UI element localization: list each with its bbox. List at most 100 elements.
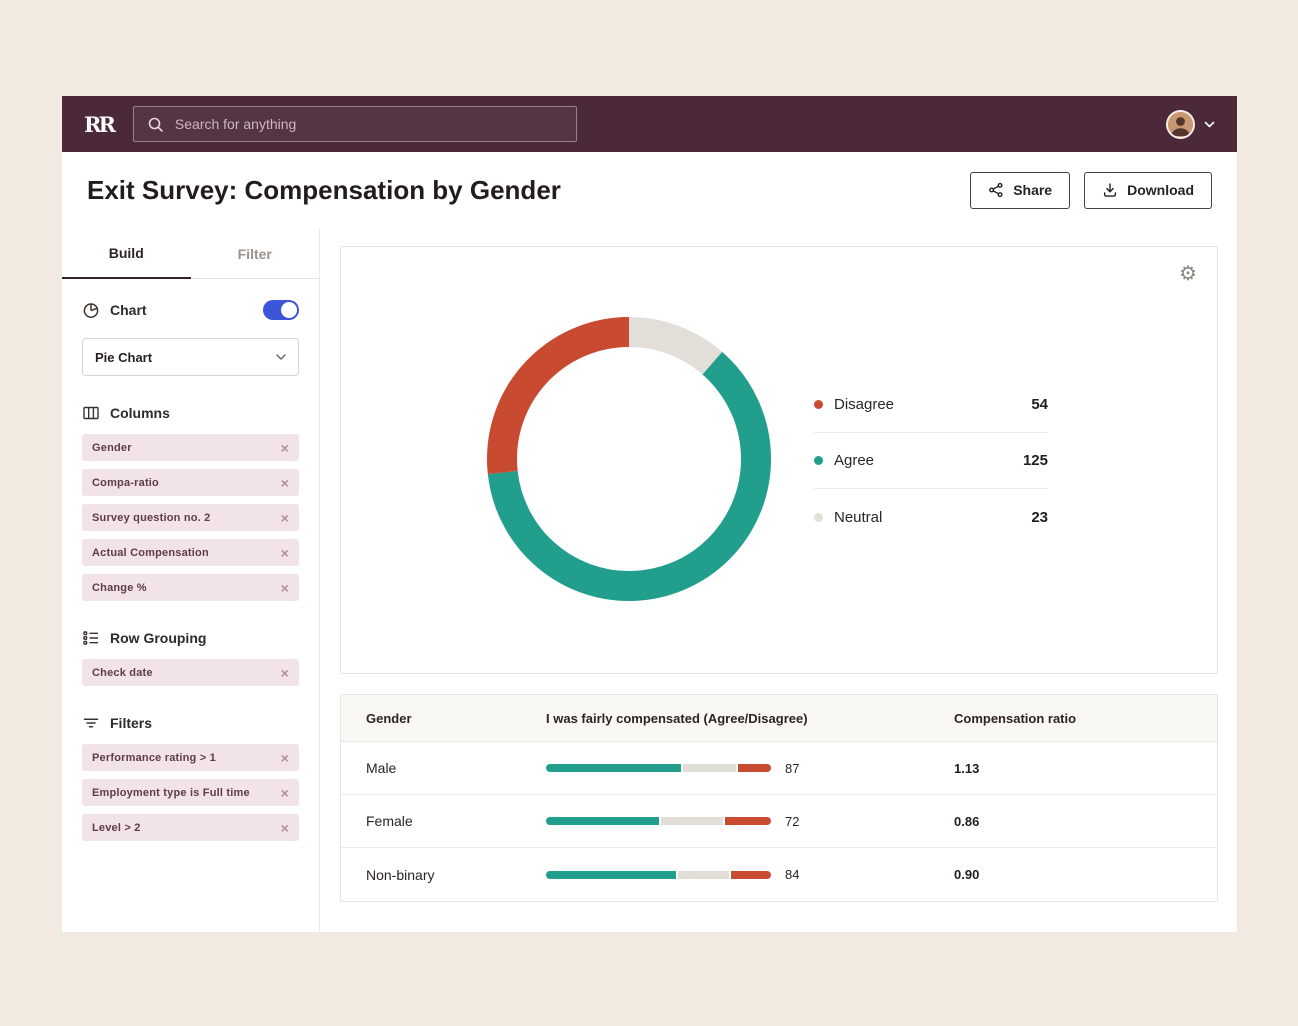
filters-pill-list: Performance rating > 1 × Employment type i…	[82, 744, 299, 841]
gender-cell: Female	[366, 813, 413, 829]
page-header: Exit Survey: Compensation by Gender Shar…	[62, 152, 1237, 228]
remove-icon[interactable]: ×	[280, 819, 289, 836]
pill-label: Compa-ratio	[92, 476, 159, 489]
columns-section-label: Columns	[110, 405, 170, 421]
pie-chart-card: ⚙ Disagree 54 Agree 125 Neutral 23	[340, 246, 1218, 674]
score-cell: 72	[546, 814, 954, 829]
row-grouping-section-label: Row Grouping	[110, 630, 207, 646]
top-nav-bar: RR	[62, 96, 1237, 152]
pill[interactable]: Compa-ratio ×	[82, 469, 299, 496]
agree-disagree-bar	[546, 764, 771, 772]
table-header-row: Gender I was fairly compensated (Agree/D…	[341, 695, 1217, 742]
bar-segment	[724, 817, 771, 825]
gear-icon[interactable]: ⚙	[1179, 261, 1197, 285]
survey-table-body: Male 87 1.13 Female 72 0.86 Non-binary 84 0.90	[341, 742, 1217, 901]
share-icon	[989, 182, 1003, 198]
remove-icon[interactable]: ×	[280, 579, 289, 596]
remove-icon[interactable]: ×	[280, 439, 289, 456]
score-cell: 84	[546, 867, 954, 882]
ratio-cell: 0.86	[954, 813, 980, 829]
pill-label: Survey question no. 2	[92, 511, 211, 524]
legend-row: Neutral 23	[814, 489, 1048, 545]
legend-dot	[814, 512, 823, 522]
remove-icon[interactable]: ×	[280, 664, 289, 681]
rippling-logo[interactable]: RR	[84, 111, 116, 137]
bar-segment	[678, 870, 730, 879]
bar-segment	[737, 764, 771, 772]
legend-label: Disagree	[834, 396, 895, 413]
bar-segment	[546, 870, 677, 879]
share-button[interactable]: Share	[970, 171, 1071, 209]
content-area: Build Filter Chart Pie Chart	[62, 228, 1237, 932]
col-header-question: I was fairly compensated (Agree/Disagree…	[546, 710, 808, 726]
pill-label: Level > 2	[92, 821, 141, 834]
table-row: Male 87 1.13	[341, 742, 1217, 795]
filters-icon	[83, 718, 99, 728]
chart-type-value: Pie Chart	[95, 349, 153, 365]
pill[interactable]: Level > 2 ×	[82, 814, 299, 841]
ratio-cell: 1.13	[954, 760, 980, 776]
pill[interactable]: Survey question no. 2 ×	[82, 504, 299, 531]
remove-icon[interactable]: ×	[280, 749, 289, 766]
search-bar[interactable]	[132, 106, 577, 142]
chart-toggle-row: Chart	[82, 297, 299, 323]
remove-icon[interactable]: ×	[280, 544, 289, 561]
search-input[interactable]	[174, 116, 563, 132]
download-label: Download	[1127, 182, 1194, 198]
filters-section-label: Filters	[110, 715, 153, 731]
legend-value: 125	[1022, 452, 1048, 469]
bar-segment	[660, 817, 723, 825]
app-window: RR Exit Survey: Compensation by Gender	[62, 96, 1237, 932]
survey-table-card: Gender I was fairly compensated (Agree/D…	[340, 694, 1218, 902]
chevron-down-icon[interactable]	[1204, 121, 1215, 128]
legend-label: Agree	[834, 452, 875, 469]
build-sidebar: Build Filter Chart Pie Chart	[62, 228, 320, 932]
search-icon	[148, 117, 163, 132]
chart-section-label: Chart	[110, 302, 147, 318]
tab-filter[interactable]: Filter	[237, 245, 272, 262]
agree-disagree-bar	[546, 817, 771, 825]
pill[interactable]: Actual Compensation ×	[82, 539, 299, 566]
score-cell: 87	[546, 761, 954, 776]
pill-label: Gender	[92, 441, 132, 454]
legend-row: Disagree 54	[814, 377, 1048, 433]
bar-segment	[682, 764, 736, 772]
sidebar-tabs: Build Filter	[62, 228, 319, 279]
sidebar-content: Chart Pie Chart Columns Gender × Compa-rat…	[62, 279, 319, 867]
columns-section-header: Columns	[82, 404, 299, 422]
remove-icon[interactable]: ×	[280, 509, 289, 526]
chart-toggle[interactable]	[263, 300, 299, 320]
pie-legend: Disagree 54 Agree 125 Neutral 23	[814, 377, 1048, 545]
account-area	[1166, 109, 1215, 139]
legend-row: Agree 125	[814, 433, 1048, 489]
gender-cell: Non-binary	[366, 866, 435, 883]
bar-segment	[731, 870, 771, 879]
row-grouping-pill-list: Check date ×	[82, 659, 299, 686]
chart-type-select[interactable]: Pie Chart	[82, 338, 299, 376]
remove-icon[interactable]: ×	[280, 784, 289, 801]
pill[interactable]: Performance rating > 1 ×	[82, 744, 299, 771]
columns-pill-list: Gender × Compa-ratio × Survey question no. 2…	[82, 434, 299, 601]
table-row: Female 72 0.86	[341, 795, 1217, 848]
download-button[interactable]: Download	[1084, 171, 1212, 209]
legend-dot	[814, 400, 823, 409]
score-value: 84	[785, 867, 800, 882]
pill[interactable]: Employment type is Full time ×	[82, 779, 299, 806]
tab-build[interactable]: Build	[62, 228, 191, 279]
pill-label: Performance rating > 1	[92, 751, 216, 764]
download-icon	[1104, 183, 1117, 197]
pill[interactable]: Gender ×	[82, 434, 299, 461]
avatar[interactable]	[1166, 109, 1195, 139]
header-actions: Share Download	[970, 171, 1212, 209]
pill[interactable]: Change % ×	[82, 574, 299, 601]
legend-value: 23	[1031, 508, 1048, 526]
share-label: Share	[1013, 182, 1053, 198]
avatar-image	[1168, 111, 1193, 137]
bar-segment	[546, 764, 681, 772]
pill[interactable]: Check date ×	[82, 659, 299, 686]
bar-segment	[546, 817, 659, 825]
col-header-gender: Gender	[366, 710, 412, 726]
remove-icon[interactable]: ×	[280, 474, 289, 491]
ratio-cell: 0.90	[954, 867, 980, 882]
pill-label: Check date	[92, 666, 153, 679]
